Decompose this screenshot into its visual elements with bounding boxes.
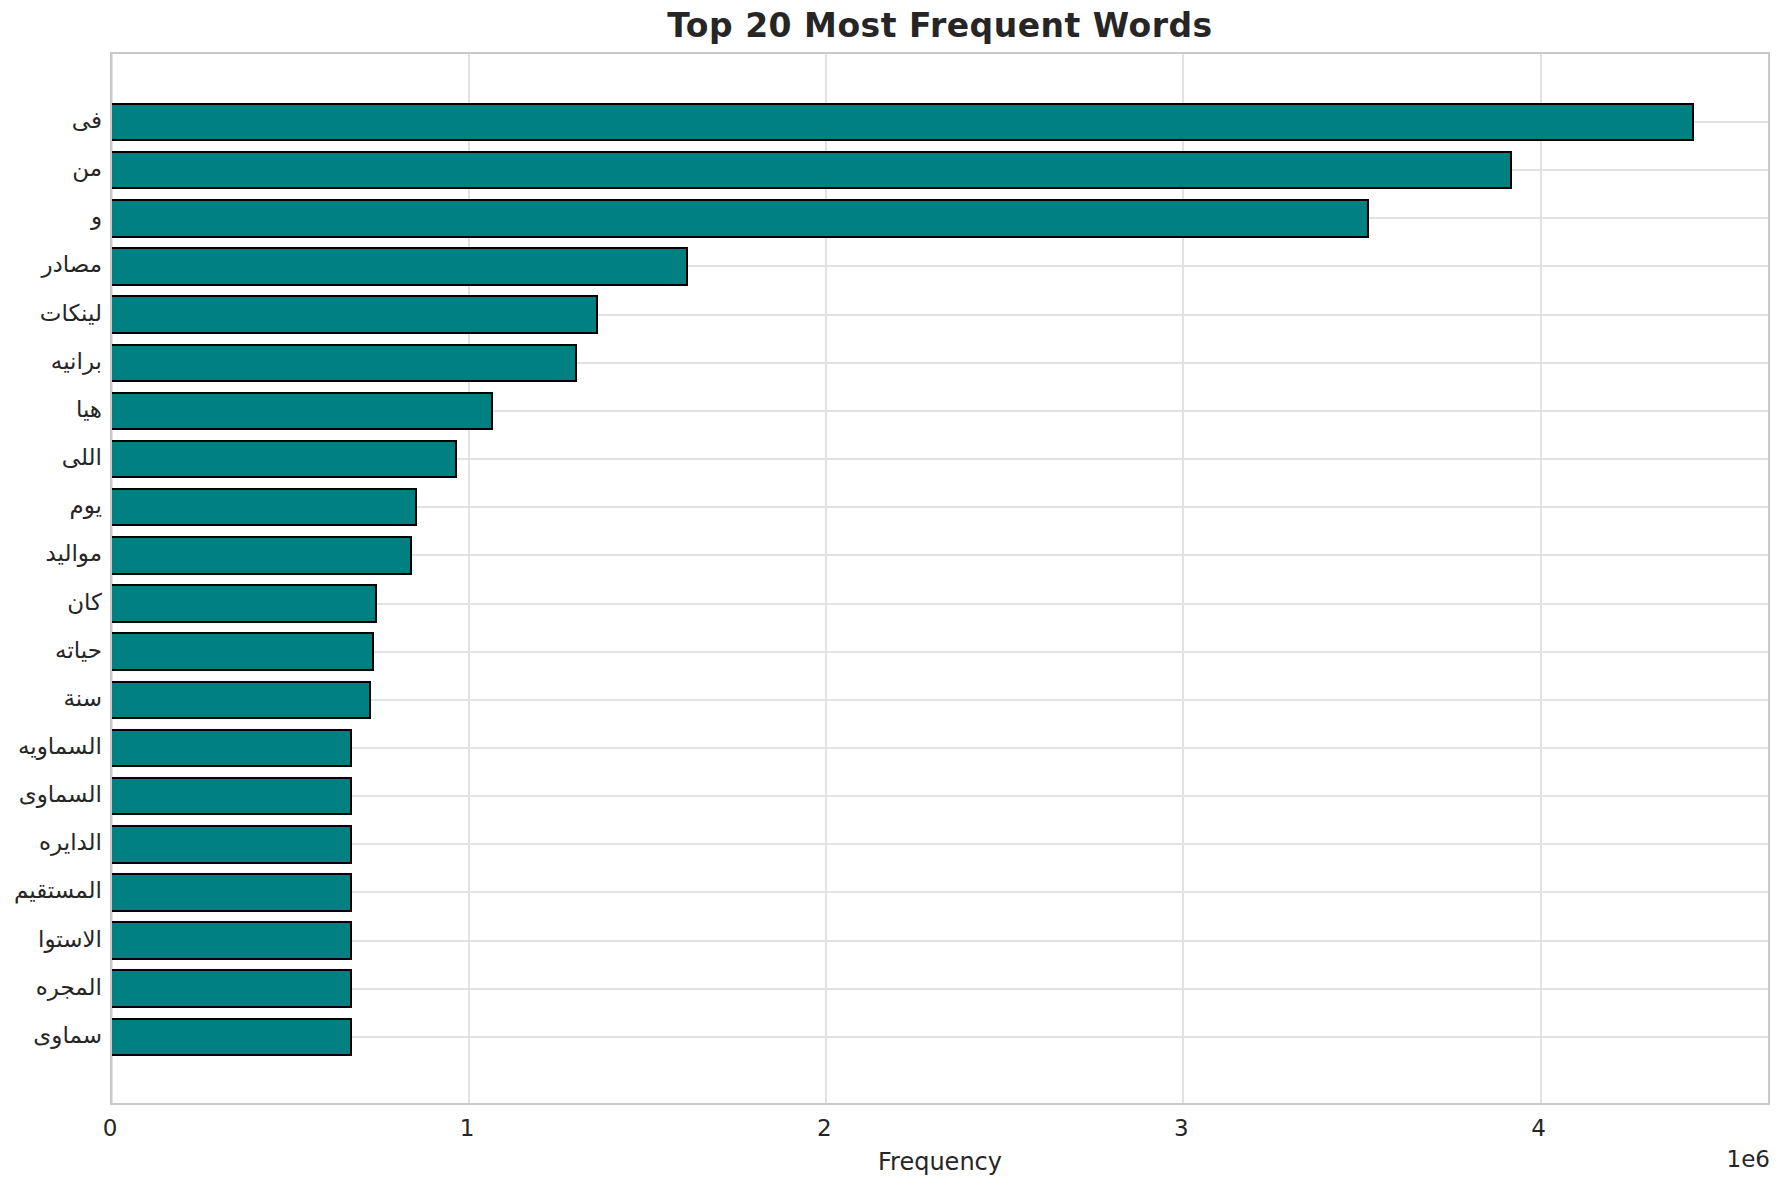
frequency-bar-1 [112, 103, 1694, 142]
y-tick-label: حياته [55, 635, 102, 665]
y-tick-label: برانيه [51, 346, 102, 376]
x-tick-label: 2 [794, 1115, 854, 1141]
axis-scale-offset-label: 1e6 [1670, 1146, 1770, 1172]
y-tick-label: يوم [69, 490, 102, 520]
y-tick-label: الاستوا [38, 924, 102, 954]
bar-chart: Top 20 Most Frequent Words فى من و مصادر لين… [0, 0, 1785, 1185]
frequency-bar-2 [112, 151, 1512, 190]
frequency-bar-13 [112, 681, 371, 720]
frequency-bar-15 [112, 777, 352, 816]
y-tick-label: كان [67, 587, 102, 617]
frequency-bar-12 [112, 632, 374, 671]
frequency-bar-8 [112, 440, 457, 479]
x-tick-label: 0 [80, 1115, 140, 1141]
x-axis-label: Frequency [110, 1148, 1770, 1176]
frequency-bar-7 [112, 392, 493, 431]
y-tick-label: الدايره [39, 827, 102, 857]
frequency-bar-6 [112, 344, 577, 383]
y-tick-label: المستقيم [14, 875, 102, 905]
y-gridline [112, 747, 1768, 749]
frequency-bar-17 [112, 873, 352, 912]
y-tick-label: فى [72, 105, 102, 135]
frequency-bar-10 [112, 536, 412, 575]
y-tick-label: اللى [62, 442, 102, 472]
frequency-bar-18 [112, 921, 352, 960]
y-gridline [112, 891, 1768, 893]
frequency-bar-20 [112, 1018, 352, 1057]
y-gridline [112, 1036, 1768, 1038]
y-tick-label: السماوى [19, 779, 102, 809]
frequency-bar-4 [112, 247, 688, 286]
y-tick-label: من [72, 153, 102, 183]
plot-area [110, 52, 1770, 1105]
frequency-bar-5 [112, 295, 598, 334]
frequency-bar-19 [112, 969, 352, 1008]
x-tick-label: 3 [1151, 1115, 1211, 1141]
y-tick-label: لينكات [40, 298, 102, 328]
y-tick-label: و [91, 201, 102, 231]
y-gridline [112, 843, 1768, 845]
frequency-bar-11 [112, 584, 377, 623]
y-gridline [112, 795, 1768, 797]
y-tick-label: سماوى [33, 1020, 102, 1050]
y-tick-label: المجره [36, 972, 102, 1002]
frequency-bar-16 [112, 825, 352, 864]
y-tick-label: مصادر [41, 249, 102, 279]
y-tick-label: سنة [63, 683, 102, 713]
y-gridline [112, 940, 1768, 942]
x-tick-label: 1 [437, 1115, 497, 1141]
x-tick-label: 4 [1509, 1115, 1569, 1141]
frequency-bar-14 [112, 729, 352, 768]
y-tick-label: مواليد [45, 538, 102, 568]
y-tick-label: هيا [76, 394, 102, 424]
x-gridline [1540, 54, 1542, 1103]
frequency-bar-9 [112, 488, 417, 527]
y-tick-label: السماويه [18, 731, 102, 761]
chart-title: Top 20 Most Frequent Words [110, 6, 1770, 45]
y-gridline [112, 988, 1768, 990]
frequency-bar-3 [112, 199, 1369, 238]
